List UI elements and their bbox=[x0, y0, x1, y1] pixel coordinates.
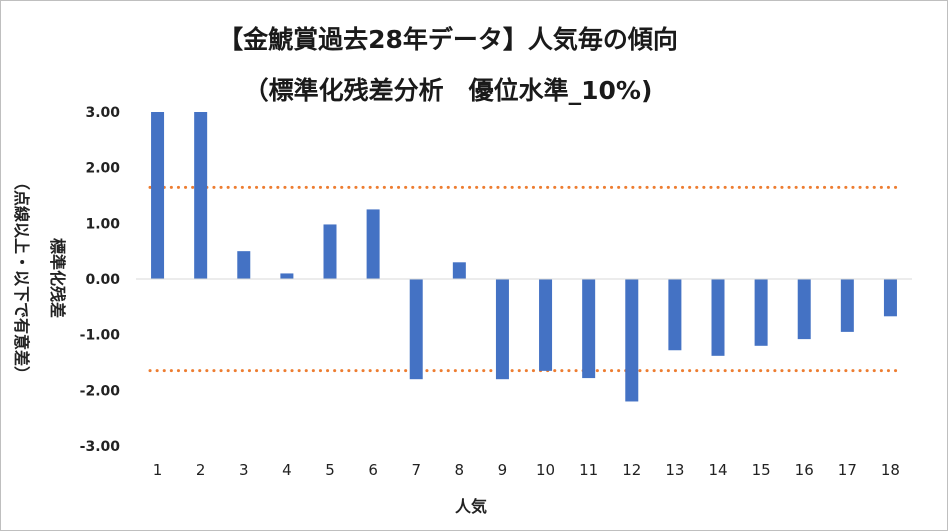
x-tick-label: 12 bbox=[622, 461, 641, 479]
chart-title: 【金鯱賞過去28年データ】人気毎の傾向 bbox=[218, 25, 678, 54]
x-tick-label: 10 bbox=[536, 461, 555, 479]
x-tick-label: 8 bbox=[455, 461, 465, 479]
bar bbox=[280, 273, 294, 279]
bar bbox=[151, 112, 165, 279]
y-axis: 3.00 2.00 1.00 0.00 -1.00 -2.00 -3.00 bbox=[80, 105, 121, 455]
x-tick-label: 17 bbox=[838, 461, 857, 479]
x-tick-label: 14 bbox=[708, 461, 727, 479]
bar bbox=[237, 251, 251, 279]
y-tick-label: -1.00 bbox=[80, 328, 121, 344]
bar bbox=[366, 209, 380, 279]
x-tick-label: 9 bbox=[498, 461, 508, 479]
x-tick-label: 3 bbox=[239, 461, 249, 479]
bars bbox=[136, 112, 912, 402]
bar bbox=[625, 279, 639, 402]
y-tick-label: 1.00 bbox=[85, 216, 120, 232]
bar bbox=[840, 279, 854, 332]
x-tick-label: 1 bbox=[153, 461, 163, 479]
x-tick-label: 4 bbox=[282, 461, 292, 479]
x-tick-label: 16 bbox=[795, 461, 814, 479]
bar bbox=[883, 279, 897, 317]
y-tick-label: 2.00 bbox=[85, 161, 120, 177]
y-axis-label: 標準化残差 bbox=[48, 238, 67, 318]
y-tick-label: 0.00 bbox=[85, 272, 120, 288]
x-tick-label: 11 bbox=[579, 461, 598, 479]
bar bbox=[409, 279, 423, 380]
bar bbox=[797, 279, 811, 340]
y-tick-label: -2.00 bbox=[80, 383, 121, 399]
bar bbox=[582, 279, 596, 379]
x-tick-label: 2 bbox=[196, 461, 206, 479]
bar bbox=[194, 112, 208, 279]
x-axis-label: 人気 bbox=[455, 497, 487, 516]
y-axis-sublabel: （点線以上・以下で有意差） bbox=[12, 174, 31, 382]
threshold-lines bbox=[148, 185, 904, 373]
y-tick-label: -3.00 bbox=[80, 439, 121, 455]
x-tick-label: 15 bbox=[752, 461, 771, 479]
x-tick-label: 13 bbox=[665, 461, 684, 479]
x-tick-label: 7 bbox=[411, 461, 421, 479]
x-tick-label: 18 bbox=[881, 461, 900, 479]
y-tick-label: 3.00 bbox=[85, 105, 120, 121]
bar bbox=[668, 279, 682, 351]
bar bbox=[452, 262, 466, 279]
x-axis: 1 2 3 4 5 6 7 8 9 10 11 12 13 14 15 16 17 18 bbox=[153, 461, 900, 479]
bar bbox=[754, 279, 768, 346]
bar bbox=[711, 279, 725, 356]
bar bbox=[539, 279, 553, 371]
bar bbox=[495, 279, 509, 380]
x-tick-label: 5 bbox=[325, 461, 335, 479]
x-tick-label: 6 bbox=[368, 461, 378, 479]
chart-subtitle: （標準化残差分析 優位水準_10%) bbox=[243, 76, 653, 105]
bar bbox=[323, 224, 337, 279]
